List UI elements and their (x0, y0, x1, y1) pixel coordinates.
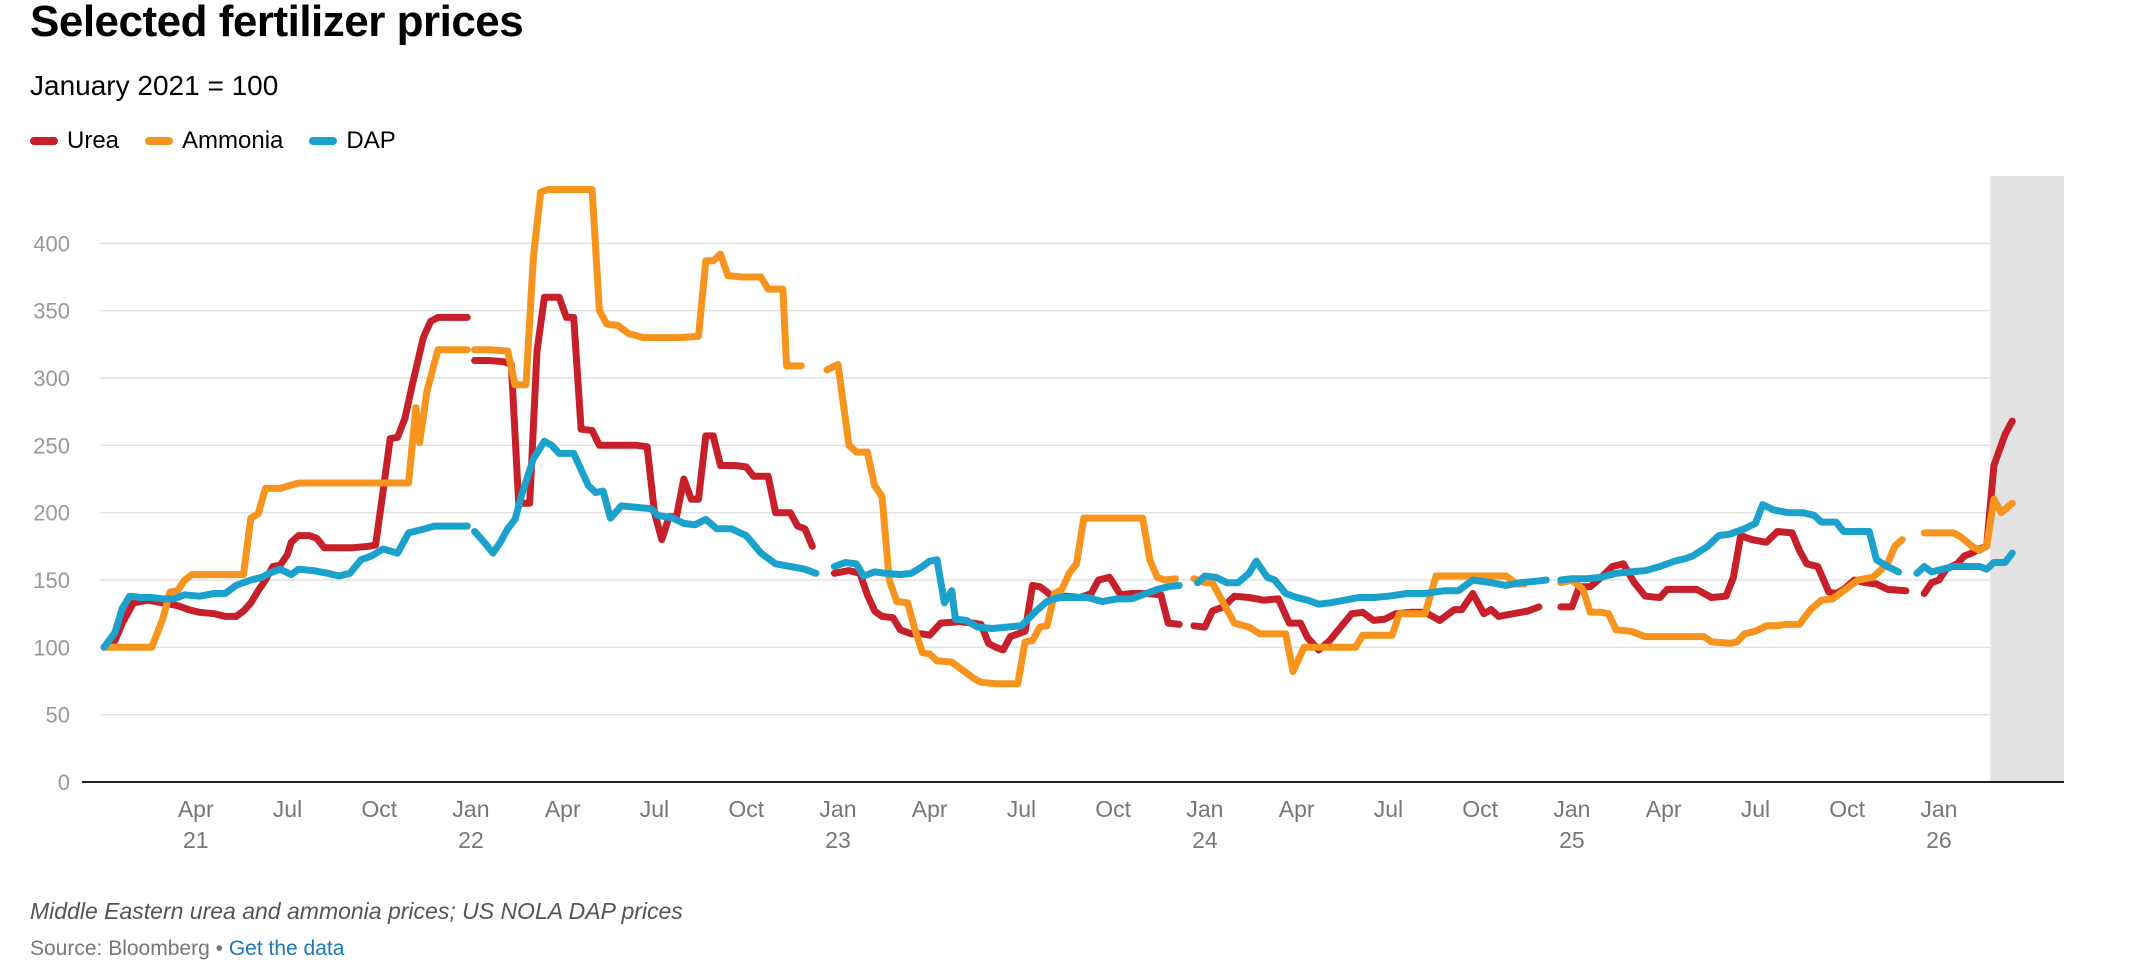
chart-subtitle: January 2021 = 100 (30, 70, 279, 101)
y-tick-label-50: 50 (46, 703, 70, 728)
x-tick-month-11: Jan (1186, 796, 1223, 822)
y-tick-label-0: 0 (58, 770, 70, 795)
series-line-ammonia-0 (100, 346, 471, 651)
series-line-ammonia-4 (1557, 536, 1906, 647)
legend-swatch-urea (30, 137, 58, 145)
x-tick-month-18: Oct (1829, 796, 1865, 822)
x-tick-month-8: Apr (912, 796, 948, 822)
chart-legend: Urea Ammonia DAP (30, 126, 422, 156)
x-tick-month-12: Apr (1279, 796, 1315, 822)
x-tick-month-13: Jul (1374, 796, 1403, 822)
series-line-ammonia-5 (1920, 495, 2016, 554)
series-line-ammonia-1 (471, 186, 805, 389)
series-line-urea-1 (471, 293, 816, 550)
x-tick-month-0: Apr (178, 796, 214, 822)
x-tick-month-16: Apr (1646, 796, 1682, 822)
series-line-ammonia-3 (1190, 572, 1528, 676)
x-tick-month-6: Oct (728, 796, 764, 822)
chart-source: Source: Bloomberg • Get the data (30, 935, 344, 963)
x-tick-month-9: Jul (1007, 796, 1036, 822)
legend-item-urea: Urea (30, 126, 119, 156)
series-line-dap-3 (1194, 557, 1550, 608)
x-tick-year-7: 23 (825, 827, 851, 853)
x-tick-month-4: Apr (545, 796, 581, 822)
x-tick-month-15: Jan (1553, 796, 1590, 822)
x-tick-month-1: Jul (273, 796, 302, 822)
y-tick-label-400: 400 (33, 231, 70, 256)
projection-shade-layer (1990, 176, 2064, 782)
series-line-dap-5 (1913, 549, 2016, 577)
x-tick-year-15: 25 (1559, 827, 1585, 853)
series-dap (100, 437, 2016, 651)
chart-title: Selected fertilizer prices (30, 0, 524, 46)
x-tick-month-19: Jan (1920, 796, 1957, 822)
series-urea (100, 293, 2016, 654)
y-tick-label-100: 100 (33, 635, 70, 660)
y-tick-label-350: 350 (33, 299, 70, 324)
series-line-dap-4 (1557, 501, 1902, 584)
x-tick-year-0: 21 (183, 827, 209, 853)
series-line-dap-2 (830, 556, 1183, 632)
x-tick-month-2: Oct (361, 796, 397, 822)
series-line-urea-0 (100, 313, 471, 651)
series-ammonia (100, 186, 2016, 688)
x-tick-month-14: Oct (1462, 796, 1498, 822)
x-tick-month-5: Jul (640, 796, 669, 822)
series-line-urea-5 (1920, 417, 2016, 597)
series-line-dap-0 (100, 522, 471, 651)
x-tick-year-19: 26 (1926, 827, 1952, 853)
legend-swatch-dap (309, 137, 338, 145)
series-lines (100, 186, 2016, 688)
legend-item-ammonia: Ammonia (145, 126, 283, 156)
x-tick-month-3: Jan (452, 796, 489, 822)
x-tick-year-3: 22 (458, 827, 484, 853)
series-line-urea-2 (830, 567, 1183, 654)
legend-label-urea: Urea (67, 127, 120, 154)
x-tick-year-11: 24 (1192, 827, 1218, 853)
source-separator: • (215, 937, 223, 960)
legend-item-dap: DAP (309, 126, 396, 156)
line-chart: 0 50 100 150 200 250 300 350 400 Apr 21 Jul Oct Jan 2… (33, 176, 2064, 853)
gridlines (100, 242, 2064, 716)
series-line-urea-4 (1557, 528, 1910, 611)
y-tick-label-150: 150 (33, 568, 70, 593)
y-tick-label-300: 300 (33, 366, 70, 391)
legend-swatch-ammonia (145, 137, 174, 145)
x-axis: Apr 21 Jul Oct Jan 22 Apr Jul Oct Jan 23 Apr Jul Oct J… (82, 781, 2064, 853)
x-tick-month-17: Jul (1741, 796, 1770, 822)
y-tick-label-250: 250 (33, 433, 70, 458)
x-tick-month-7: Jan (819, 796, 856, 822)
y-tick-label-200: 200 (33, 501, 70, 526)
series-line-ammonia-2 (823, 361, 1180, 688)
y-axis: 0 50 100 150 200 250 300 350 400 (33, 231, 70, 795)
get-the-data-link[interactable]: Get the data (228, 937, 345, 960)
projection-shade (1990, 176, 2064, 782)
x-tick-month-10: Oct (1095, 796, 1131, 822)
legend-label-ammonia: Ammonia (182, 127, 284, 154)
legend-label-dap: DAP (346, 127, 396, 154)
series-line-dap-1 (471, 437, 820, 577)
series-line-urea-3 (1190, 590, 1543, 654)
source-label: Source: Bloomberg (30, 937, 210, 960)
chart-note: Middle Eastern urea and ammonia prices; … (30, 898, 683, 924)
